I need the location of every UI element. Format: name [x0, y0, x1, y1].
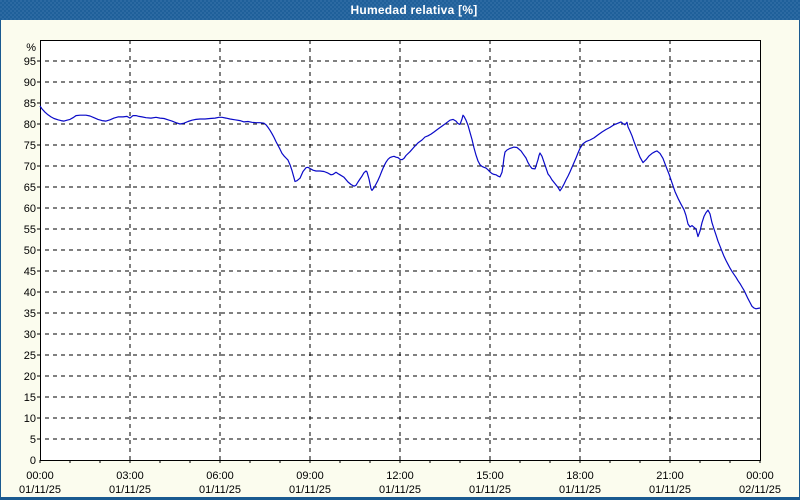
svg-text:09:00: 09:00	[296, 470, 324, 482]
svg-text:03:00: 03:00	[116, 470, 144, 482]
svg-text:15:00: 15:00	[476, 470, 504, 482]
svg-text:55: 55	[24, 224, 36, 236]
svg-text:15: 15	[24, 392, 36, 404]
svg-text:0: 0	[30, 455, 36, 467]
svg-text:06:00: 06:00	[206, 470, 234, 482]
svg-text:95: 95	[24, 56, 36, 68]
svg-text:80: 80	[24, 119, 36, 131]
svg-text:01/11/25: 01/11/25	[19, 484, 61, 496]
svg-text:01/11/25: 01/11/25	[469, 484, 511, 496]
svg-text:12:00: 12:00	[386, 470, 414, 482]
svg-text:70: 70	[24, 161, 36, 173]
svg-text:01/11/25: 01/11/25	[559, 484, 601, 496]
svg-text:60: 60	[24, 203, 36, 215]
svg-text:%: %	[26, 42, 36, 54]
svg-text:75: 75	[24, 140, 36, 152]
svg-text:50: 50	[24, 245, 36, 257]
svg-text:01/11/25: 01/11/25	[199, 484, 241, 496]
svg-text:90: 90	[24, 77, 36, 89]
svg-text:25: 25	[24, 350, 36, 362]
svg-text:20: 20	[24, 371, 36, 383]
svg-text:01/11/25: 01/11/25	[109, 484, 151, 496]
svg-text:10: 10	[24, 413, 36, 425]
svg-text:01/11/25: 01/11/25	[649, 484, 691, 496]
svg-text:00:00: 00:00	[26, 470, 54, 482]
svg-text:01/11/25: 01/11/25	[379, 484, 421, 496]
svg-text:40: 40	[24, 287, 36, 299]
svg-text:18:00: 18:00	[566, 470, 594, 482]
svg-text:45: 45	[24, 266, 36, 278]
svg-text:65: 65	[24, 182, 36, 194]
svg-text:02/11/25: 02/11/25	[739, 484, 781, 496]
svg-text:30: 30	[24, 329, 36, 341]
svg-text:00:00: 00:00	[746, 470, 774, 482]
svg-text:5: 5	[30, 434, 36, 446]
svg-text:85: 85	[24, 98, 36, 110]
svg-text:21:00: 21:00	[656, 470, 684, 482]
svg-text:01/11/25: 01/11/25	[289, 484, 331, 496]
svg-text:35: 35	[24, 308, 36, 320]
